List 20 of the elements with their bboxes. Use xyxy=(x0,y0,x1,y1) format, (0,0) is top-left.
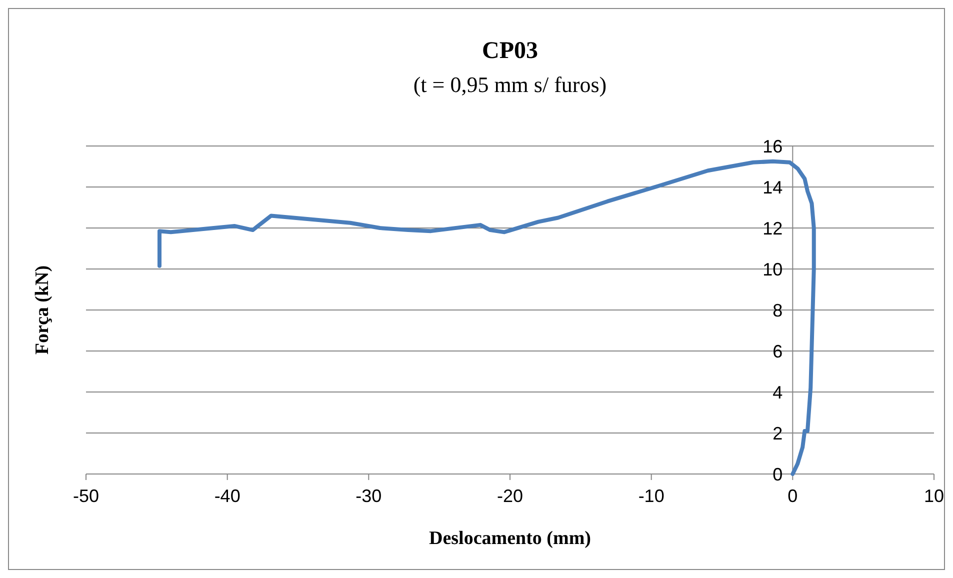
x-tick-label: 10 xyxy=(924,486,944,506)
y-tick-label: 8 xyxy=(772,300,783,320)
x-tick-label: -10 xyxy=(638,486,664,506)
y-axis-title: Força (kN) xyxy=(32,265,53,355)
y-tick-label: 2 xyxy=(772,423,783,444)
y-tick-label: 14 xyxy=(762,177,783,198)
x-tick-label: -50 xyxy=(72,486,100,506)
y-tick-label: 16 xyxy=(762,136,783,156)
x-tick-label: -40 xyxy=(214,486,240,506)
x-axis-title: Deslocamento (mm) xyxy=(429,528,591,549)
y-tick-label: 12 xyxy=(762,218,783,238)
y-tick-label: 6 xyxy=(772,341,783,362)
y-tick-label: 4 xyxy=(772,382,783,402)
chart-subtitle: (t = 0,95 mm s/ furos) xyxy=(413,72,607,97)
x-tick-label: -30 xyxy=(356,486,382,506)
chart-title: CP03 xyxy=(482,38,538,64)
x-tick-label: 0 xyxy=(788,486,798,506)
y-tick-label: 10 xyxy=(762,259,783,280)
y-tick-label: 0 xyxy=(772,464,783,484)
x-tick-label: -20 xyxy=(496,486,524,506)
